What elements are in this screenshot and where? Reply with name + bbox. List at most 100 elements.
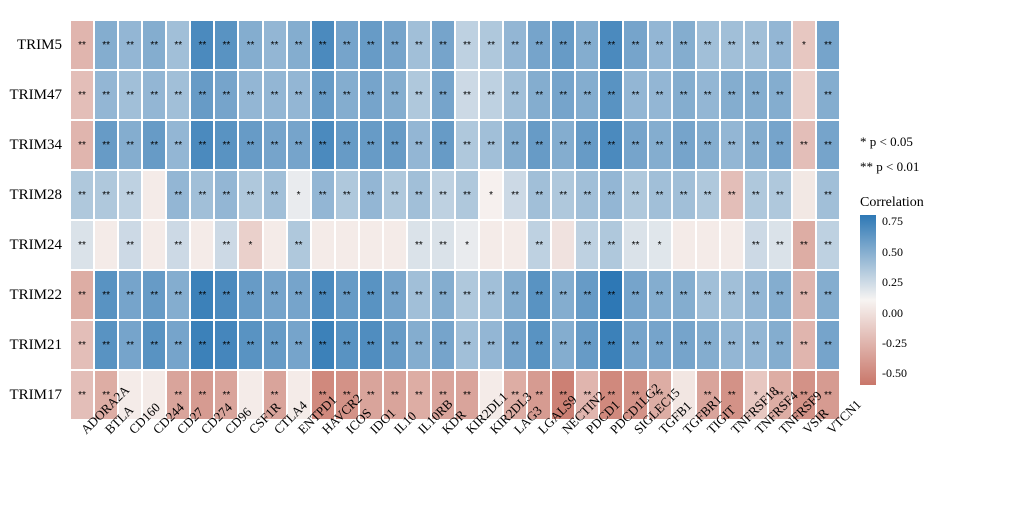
heatmap-cell: ** [383, 270, 407, 320]
heatmap-cell: ** [70, 220, 94, 270]
heatmap-cell: ** [672, 70, 696, 120]
heatmap-cell: ** [599, 120, 623, 170]
heatmap-cell: ** [792, 120, 816, 170]
col-label: CD27 [166, 422, 190, 502]
colorbar-title: Correlation [860, 195, 1010, 211]
heatmap-cell: ** [479, 270, 503, 320]
heatmap-cell: ** [287, 220, 311, 270]
heatmap-cell: * [792, 20, 816, 70]
heatmap-cell: ** [575, 120, 599, 170]
heatmap-grid: ****************************************… [70, 20, 840, 420]
heatmap-cell: ** [311, 120, 335, 170]
heatmap-cell: ** [263, 270, 287, 320]
heatmap-cell: ** [142, 70, 166, 120]
col-label: BTLA [94, 422, 118, 502]
heatmap-cell: ** [599, 70, 623, 120]
heatmap-cell: ** [383, 70, 407, 120]
heatmap-cell [479, 220, 503, 270]
heatmap-cell: ** [359, 270, 383, 320]
heatmap-cell: ** [623, 20, 647, 70]
col-label: KIR2DL3 [479, 422, 503, 502]
heatmap-cell: ** [648, 320, 672, 370]
heatmap-row: ********************************* [70, 220, 840, 270]
colorbar-tick: -0.50 [882, 366, 907, 381]
heatmap-cell: ** [623, 270, 647, 320]
heatmap-cell [94, 220, 118, 270]
heatmap-cell [720, 220, 744, 270]
significance-line: ** p < 0.01 [860, 155, 1010, 180]
x-axis-labels: ADORA2ABTLACD160CD244CD27CD274CD96CSF1RC… [70, 422, 840, 502]
heatmap-cell: ** [214, 120, 238, 170]
heatmap-cell [792, 70, 816, 120]
heatmap-cell: ** [118, 320, 142, 370]
heatmap-cell: ** [238, 270, 262, 320]
row-label: TRIM24 [0, 220, 70, 270]
heatmap-cell: ** [335, 170, 359, 220]
heatmap-cell: ** [720, 270, 744, 320]
heatmap-cell: ** [527, 220, 551, 270]
heatmap-cell: ** [479, 120, 503, 170]
heatmap-cell: ** [816, 70, 840, 120]
heatmap-cell: ** [551, 20, 575, 70]
y-axis-labels: TRIM5TRIM47TRIM34TRIM28TRIM24TRIM22TRIM2… [0, 20, 70, 420]
heatmap-cell: ** [768, 170, 792, 220]
heatmap-cell: ** [70, 70, 94, 120]
heatmap-cell: ** [335, 270, 359, 320]
heatmap-cell: ** [431, 70, 455, 120]
heatmap-cell: ** [359, 70, 383, 120]
heatmap-cell: ** [335, 120, 359, 170]
heatmap-cell: ** [720, 70, 744, 120]
heatmap-cell: ** [575, 170, 599, 220]
heatmap-cell: ** [551, 120, 575, 170]
heatmap-row: ****************************************… [70, 320, 840, 370]
heatmap-cell: ** [70, 270, 94, 320]
col-label: ADORA2A [70, 422, 94, 502]
heatmap-cell: ** [335, 20, 359, 70]
heatmap-cell: ** [359, 20, 383, 70]
heatmap-cell: ** [431, 20, 455, 70]
heatmap-row: ****************************************… [70, 70, 840, 120]
heatmap-cell: ** [672, 20, 696, 70]
heatmap-cell: ** [816, 120, 840, 170]
significance-legend: * p < 0.05** p < 0.01 [860, 130, 1010, 179]
heatmap-cell: ** [623, 320, 647, 370]
heatmap-cell: ** [599, 320, 623, 370]
heatmap-cell: * [238, 220, 262, 270]
col-label: CSF1R [238, 422, 262, 502]
heatmap-cell: ** [599, 20, 623, 70]
heatmap-cell: ** [744, 70, 768, 120]
heatmap-cell: ** [94, 20, 118, 70]
heatmap-cell: ** [696, 20, 720, 70]
colorbar-tick: 0.25 [882, 275, 903, 290]
heatmap-cell: ** [431, 170, 455, 220]
heatmap-cell: ** [816, 270, 840, 320]
heatmap-cell: ** [551, 170, 575, 220]
heatmap-cell [263, 220, 287, 270]
heatmap-cell: ** [551, 320, 575, 370]
heatmap-cell: ** [214, 20, 238, 70]
heatmap-cell: ** [214, 70, 238, 120]
heatmap-cell: ** [263, 320, 287, 370]
heatmap-cell: ** [648, 120, 672, 170]
heatmap-cell: ** [479, 20, 503, 70]
heatmap-cell: ** [455, 320, 479, 370]
heatmap-cell [551, 220, 575, 270]
heatmap-cell: ** [575, 70, 599, 120]
heatmap-cell: ** [94, 170, 118, 220]
heatmap-cell: ** [672, 120, 696, 170]
row-label: TRIM17 [0, 370, 70, 420]
heatmap-cell: ** [407, 20, 431, 70]
heatmap-row: ****************************************… [70, 270, 840, 320]
heatmap-row: ****************************************… [70, 170, 840, 220]
heatmap-cell: ** [335, 70, 359, 120]
heatmap-cell: ** [407, 120, 431, 170]
heatmap-cell: ** [190, 270, 214, 320]
heatmap-cell: ** [648, 270, 672, 320]
heatmap-cell: ** [672, 270, 696, 320]
significance-line: * p < 0.05 [860, 130, 1010, 155]
heatmap-cell [190, 220, 214, 270]
heatmap-cell: ** [166, 320, 190, 370]
heatmap-cell: ** [455, 170, 479, 220]
row-label: TRIM47 [0, 70, 70, 120]
heatmap-cell: ** [214, 270, 238, 320]
